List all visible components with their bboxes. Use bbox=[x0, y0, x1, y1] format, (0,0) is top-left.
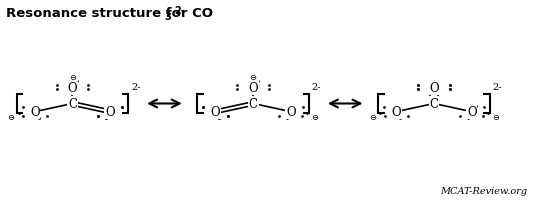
Text: O: O bbox=[211, 106, 220, 119]
Text: 3: 3 bbox=[165, 12, 171, 22]
Text: O: O bbox=[106, 106, 115, 119]
Text: 2-: 2- bbox=[312, 83, 321, 92]
Text: ⊖: ⊖ bbox=[492, 113, 499, 122]
Text: O: O bbox=[429, 81, 439, 94]
Text: ⊖: ⊖ bbox=[311, 113, 318, 122]
Text: O: O bbox=[30, 106, 39, 119]
Text: ⊖: ⊖ bbox=[369, 113, 376, 122]
Text: 2-: 2- bbox=[492, 83, 502, 92]
Text: O: O bbox=[68, 81, 77, 94]
Text: 2-: 2- bbox=[131, 83, 140, 92]
Text: C: C bbox=[68, 98, 77, 110]
Text: O: O bbox=[467, 106, 477, 119]
Text: ⊖: ⊖ bbox=[7, 113, 14, 122]
Text: C: C bbox=[249, 98, 258, 110]
Text: ⊖: ⊖ bbox=[69, 73, 76, 82]
Text: O: O bbox=[286, 106, 296, 119]
Text: MCAT-Review.org: MCAT-Review.org bbox=[440, 186, 527, 195]
Text: C: C bbox=[430, 98, 439, 110]
Text: O: O bbox=[391, 106, 401, 119]
Text: 2-: 2- bbox=[174, 6, 185, 16]
Text: Resonance structure for CO: Resonance structure for CO bbox=[6, 7, 213, 20]
Text: O: O bbox=[248, 81, 258, 94]
Text: ⊖: ⊖ bbox=[249, 73, 257, 82]
